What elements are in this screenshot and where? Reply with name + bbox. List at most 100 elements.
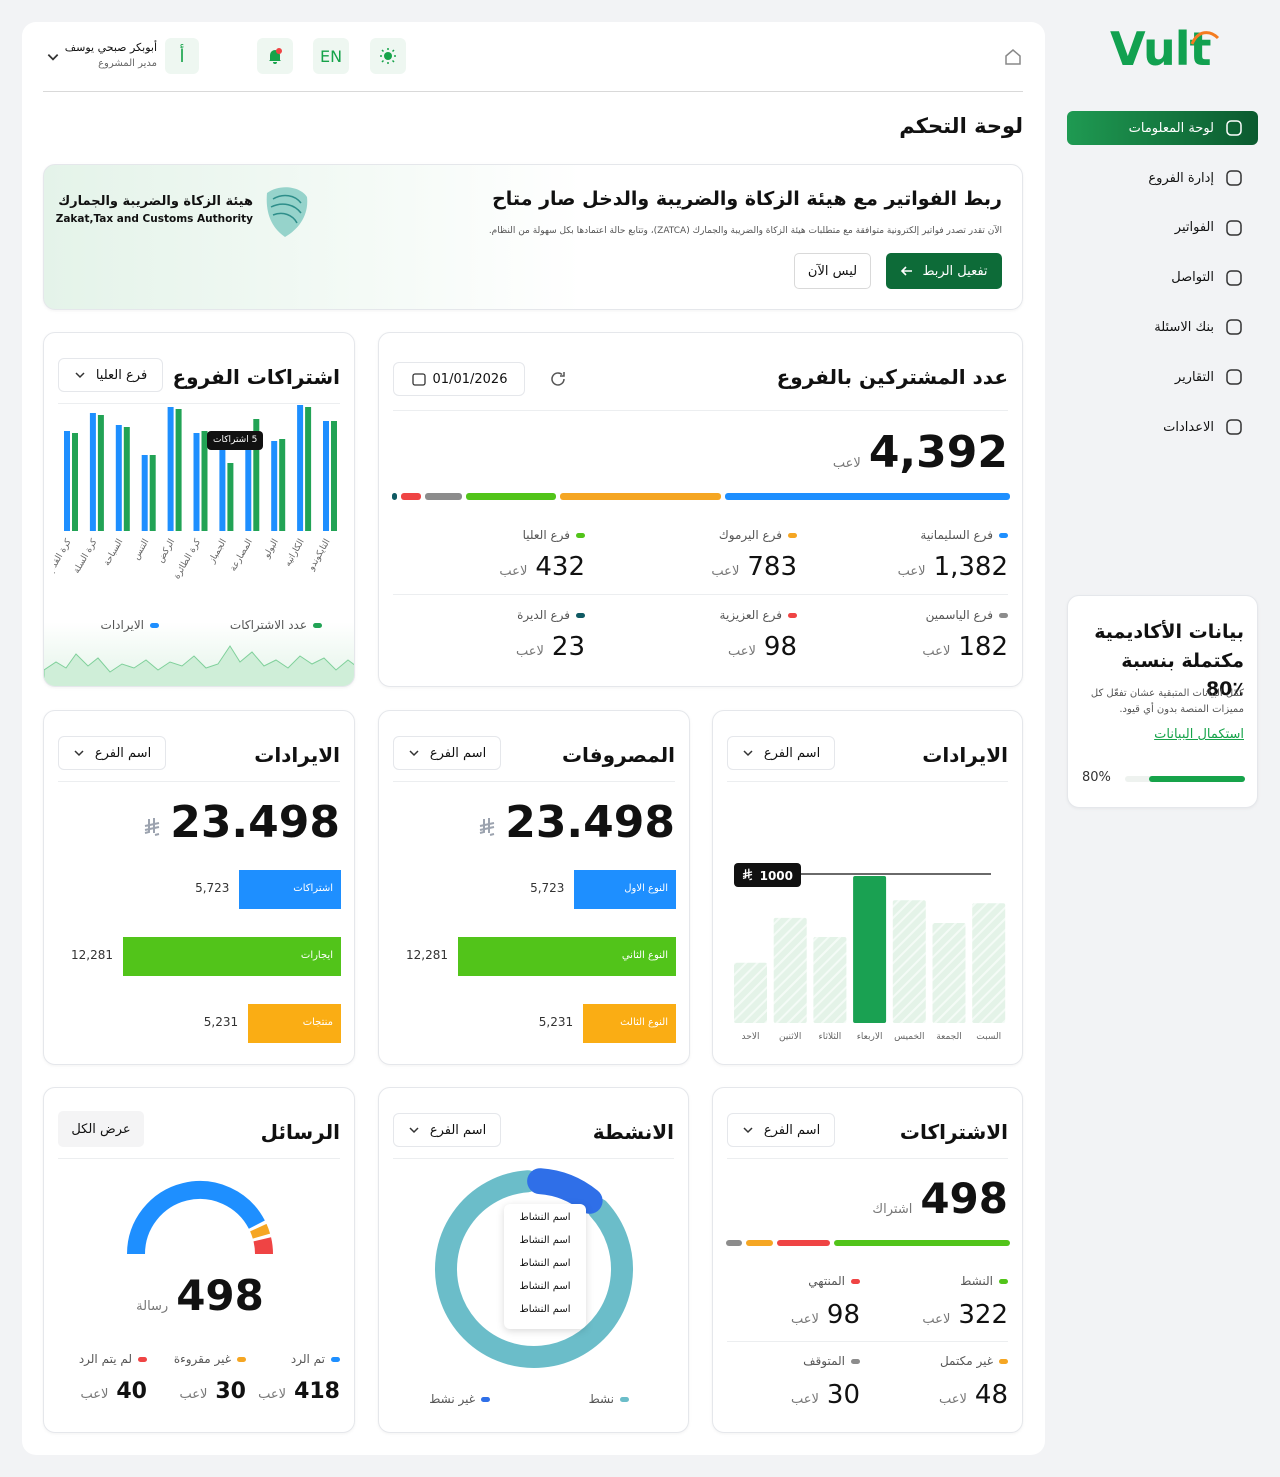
refresh-icon[interactable] <box>548 369 568 389</box>
card-title: الرسائل <box>260 1120 340 1144</box>
legend-label: فرع العليا <box>522 528 570 542</box>
legend-item: غير نشط <box>429 1392 490 1406</box>
home-icon[interactable] <box>1003 47 1023 67</box>
nav-label: الفواتير <box>1174 220 1214 236</box>
chevron-path <box>75 372 85 379</box>
segment <box>400 493 421 500</box>
value-label: 12,281 <box>406 948 448 962</box>
nav-item[interactable]: لوحة المعلومات <box>1067 111 1258 145</box>
nav-icon-shape <box>1226 319 1242 336</box>
user-menu-chevron[interactable] <box>46 50 60 64</box>
bar <box>271 441 278 531</box>
donut-segment <box>435 1170 633 1368</box>
unit: لاعب <box>727 644 756 659</box>
home-path <box>1005 49 1021 65</box>
branch-value: 783 لاعب <box>711 554 797 580</box>
later-button[interactable]: ليس الآن <box>794 253 871 289</box>
nav-item[interactable]: التواصل <box>1067 261 1258 295</box>
nav-item[interactable]: الفواتير <box>1067 211 1258 245</box>
nav-icon-shape <box>1226 269 1242 286</box>
value-label: 12,281 <box>71 948 113 962</box>
tooltip-list: اسم النشاط اسم النشاط اسم النشاط اسم النشاط… <box>504 1204 586 1329</box>
chevron-icon <box>409 750 419 757</box>
language-button[interactable]: EN <box>313 38 349 74</box>
dropdown[interactable]: اسم الفرع <box>393 1113 501 1147</box>
message-status-label: تم الرد <box>291 1352 340 1366</box>
sun-core <box>384 52 392 60</box>
unit: لاعب <box>499 564 528 579</box>
legend-dot <box>138 1356 147 1362</box>
branch-label: فرع العليا <box>523 528 585 542</box>
segment <box>726 1240 743 1246</box>
message-status-label: غير مقروءة <box>174 1352 246 1366</box>
dropdown[interactable]: اسم الفرع <box>727 736 835 770</box>
unit: لاعب <box>515 644 544 659</box>
riyal-icon <box>144 818 160 836</box>
legend-label: فرع اليرموك <box>718 528 782 542</box>
donut-chart <box>435 1168 633 1368</box>
status-label: المتوقف <box>803 1354 860 1368</box>
nav-item[interactable]: إدارة الفروع <box>1067 161 1258 195</box>
legend-dot <box>999 532 1008 538</box>
value: 98 <box>763 632 797 662</box>
status-label: النشط <box>960 1274 1008 1288</box>
nav-label: التقارير <box>1174 369 1214 385</box>
value-label: 5,231 <box>538 1015 574 1029</box>
nav-label: الاعدادات <box>1163 419 1214 435</box>
subscriptions-card: الاشتراكات اسم الفرع 498 اشتراك النشط 322 لاعب… <box>712 1087 1023 1433</box>
bar-label: منتجات <box>302 1017 333 1028</box>
bar <box>323 421 329 531</box>
total-row: 23.498 <box>477 801 675 845</box>
academy-card: بيانات الأكاديمية مكتملة بنسبة ٪80 كمّل … <box>1067 595 1258 808</box>
nav-icon-shape <box>1226 120 1242 136</box>
dropdown-label: اسم الفرع <box>429 745 487 761</box>
date-picker[interactable]: 01/01/2026 <box>393 362 525 396</box>
avatar[interactable]: أ <box>165 38 199 74</box>
divider <box>58 403 340 404</box>
nav-item[interactable]: الاعدادات <box>1067 410 1258 444</box>
bar <box>72 433 78 531</box>
x-tick-label: السبت <box>976 1032 1001 1042</box>
bar <box>773 917 807 1023</box>
bar <box>813 937 847 1023</box>
status-label: المنتهي <box>808 1274 860 1288</box>
value: 30 <box>215 1379 246 1404</box>
x-tick-label: المصارعة <box>228 538 254 574</box>
nav-icon-shape <box>1226 419 1242 435</box>
progress-fill <box>1149 776 1245 782</box>
bar <box>167 407 174 531</box>
gauge-segment <box>127 1181 265 1255</box>
value: 418 <box>294 1379 340 1404</box>
dropdown[interactable]: اسم الفرع <box>393 736 501 770</box>
theme-button[interactable] <box>370 38 406 74</box>
total-value: 23.498 <box>505 797 675 848</box>
view-all-button[interactable]: عرض الكل <box>58 1111 144 1147</box>
nav-label: لوحة المعلومات <box>1128 120 1214 136</box>
card-title: الانشطة <box>592 1120 674 1144</box>
dropdown[interactable]: اسم الفرع <box>58 736 166 770</box>
nav-item[interactable]: بنك الاسئلة <box>1067 310 1258 344</box>
dropdown[interactable]: فرع العليا <box>58 358 163 392</box>
dropdown[interactable]: اسم الفرع <box>727 1113 835 1147</box>
date-label: 01/01/2026 <box>432 371 508 387</box>
user-name: أبوبكر صبحي يوسف <box>64 41 157 54</box>
value: 322 <box>958 1300 1008 1330</box>
legend-label: فرع الياسمين <box>925 608 993 622</box>
activate-button[interactable]: تفعيل الربط <box>886 253 1002 289</box>
tooltip-item: اسم النشاط <box>519 1281 571 1292</box>
x-tick-label: كرة السلة <box>72 537 100 575</box>
academy-link[interactable]: استكمال البيانات <box>1154 727 1244 742</box>
bar-label: النوع الاول <box>624 883 668 894</box>
sun-icon <box>380 48 396 64</box>
value-label: 5,723 <box>530 881 565 895</box>
bar-chart: الاحد الاثنين الثلاثاء الاربعاء الخميس الجمعة… <box>734 863 1006 1042</box>
nav-item[interactable]: التقارير <box>1067 360 1258 394</box>
bar <box>123 427 130 531</box>
legend-label: المتوقف <box>803 1354 845 1368</box>
subscribers-card: عدد المشتركين بالفروع 01/01/2026 4,392 لاعب… <box>378 332 1023 687</box>
divider <box>727 1341 1008 1342</box>
notification-button[interactable] <box>257 38 293 74</box>
riyal-icon <box>742 868 753 881</box>
bar-label: اشتراكات <box>293 883 333 894</box>
legend-dot <box>788 532 797 538</box>
